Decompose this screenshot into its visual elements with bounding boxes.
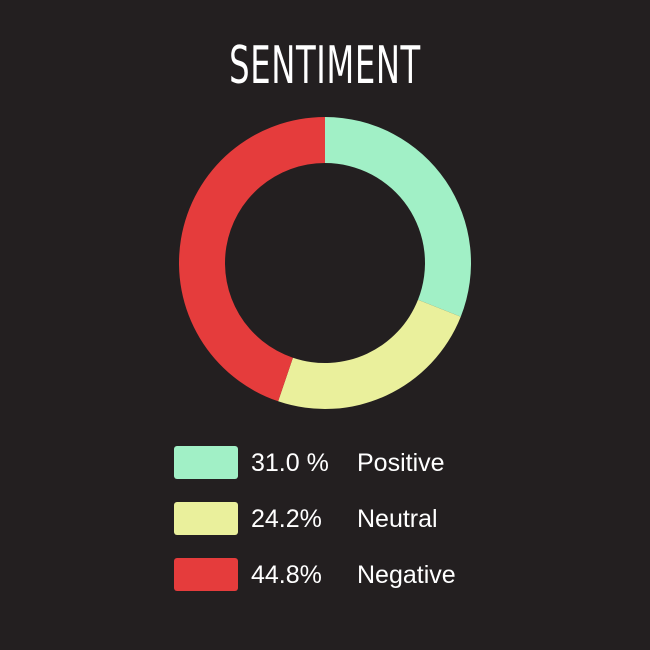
chart-title: SENTIMENT	[229, 36, 421, 96]
legend-swatch-negative	[174, 558, 238, 591]
donut-slice-negative	[179, 117, 325, 402]
donut-slices	[179, 117, 471, 409]
legend-percent-neutral: 24.2%	[251, 505, 322, 533]
donut-slice-positive	[325, 117, 471, 317]
legend-label-neutral: Neutral	[357, 505, 438, 533]
legend-percent-negative: 44.8%	[251, 561, 322, 589]
legend-swatch-positive	[174, 446, 238, 479]
legend-swatch-neutral	[174, 502, 238, 535]
legend-percent-positive: 31.0 %	[251, 449, 329, 477]
legend-label-positive: Positive	[357, 449, 445, 477]
donut-slice-neutral	[278, 299, 461, 409]
legend-label-negative: Negative	[357, 561, 456, 589]
